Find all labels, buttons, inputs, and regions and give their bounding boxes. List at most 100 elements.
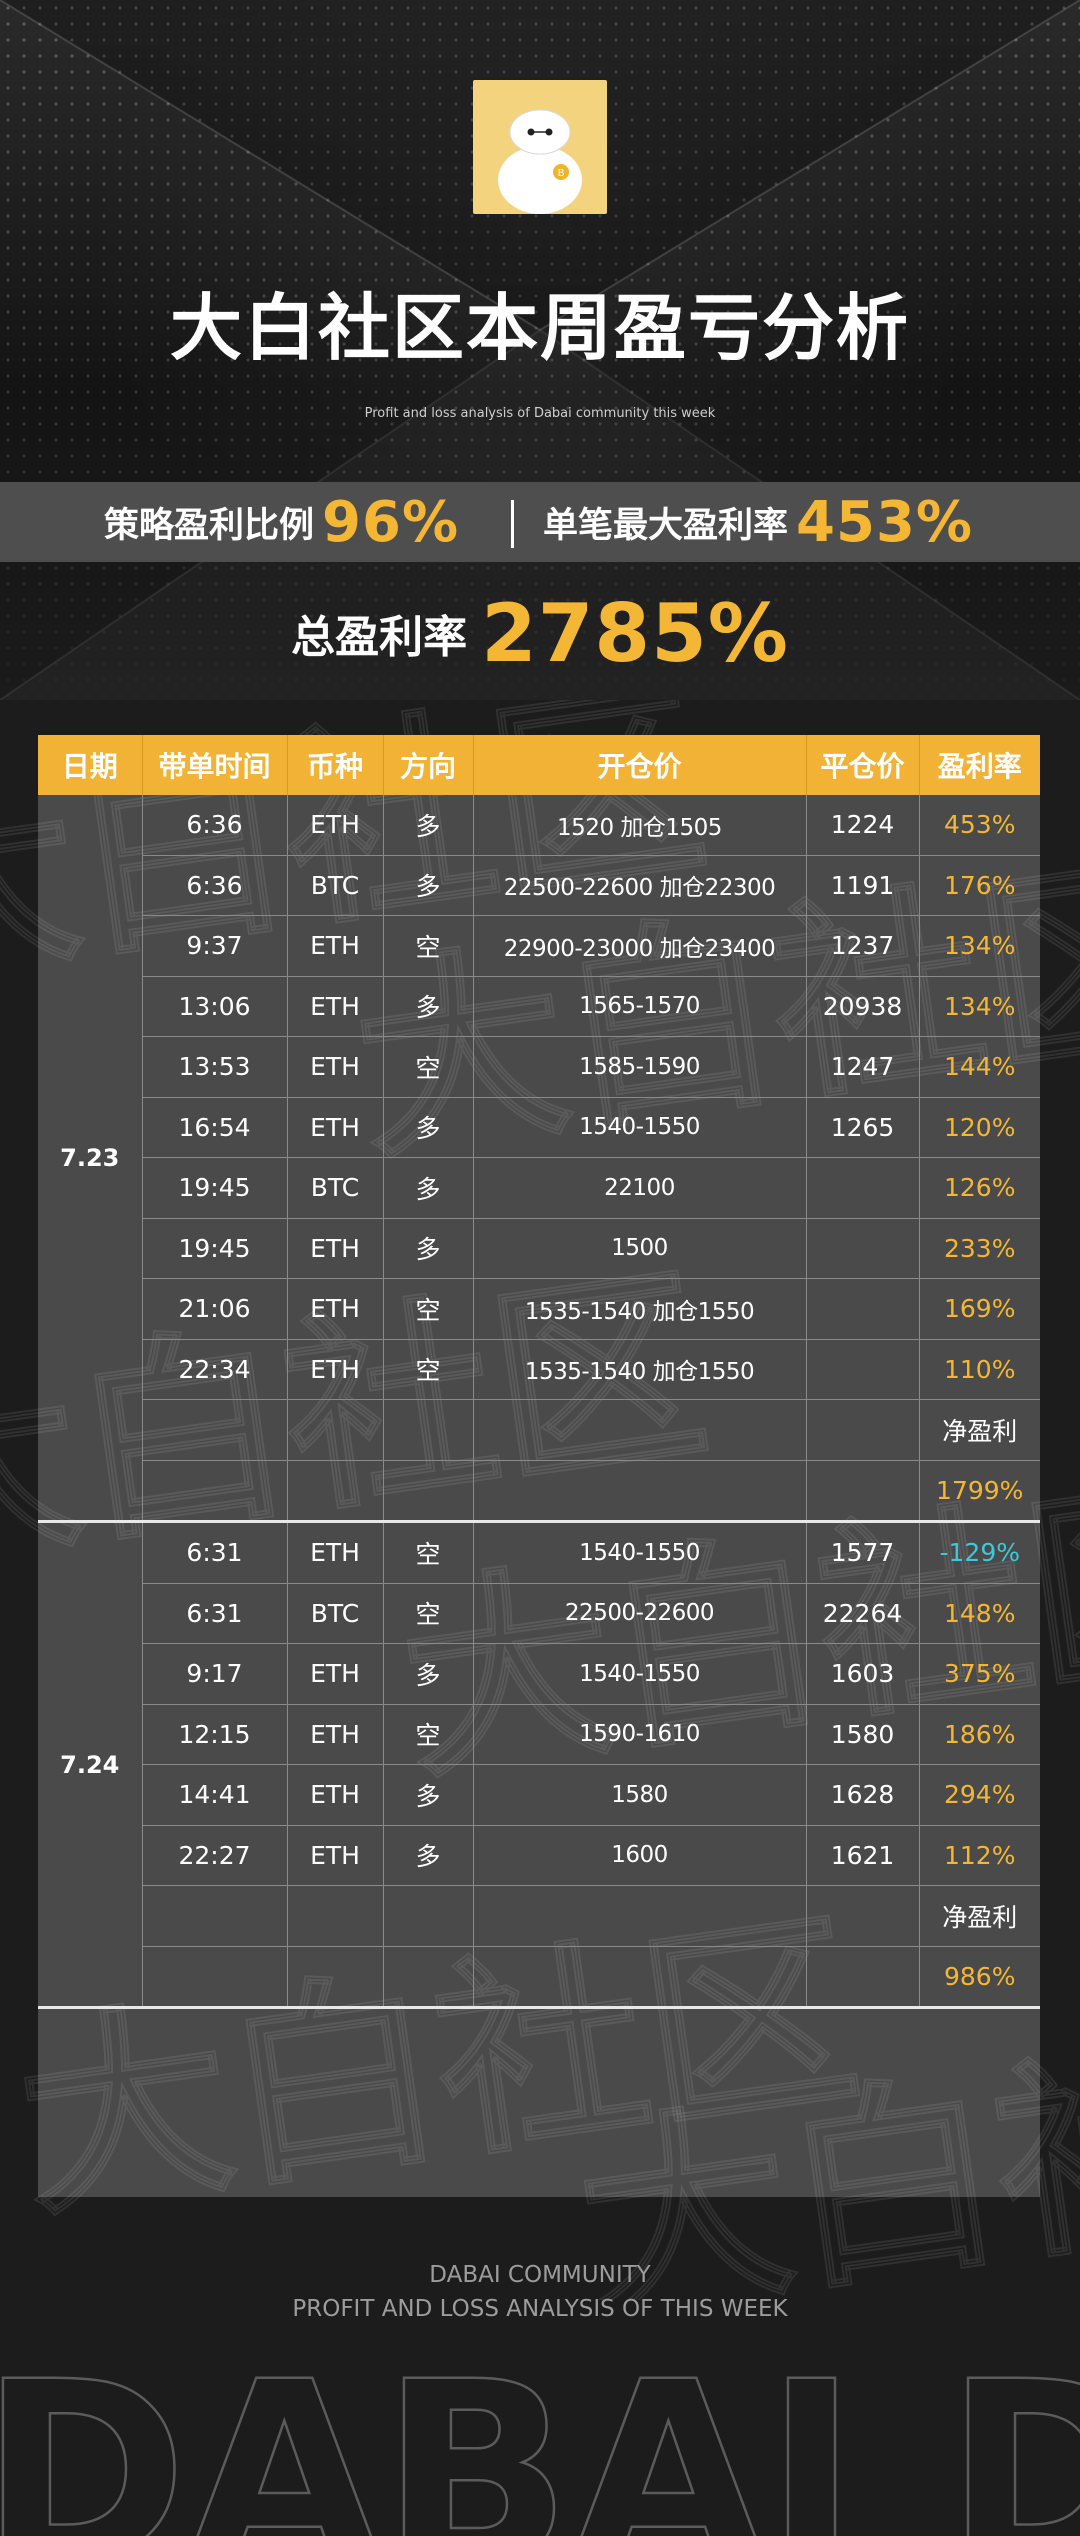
svg-text:DABAI DABAI: DABAI DABAI xyxy=(0,2360,1080,2536)
header-open-price: 开仓价 xyxy=(473,735,807,795)
direction-cell: 空 xyxy=(383,1583,474,1644)
time-cell: 6:36 xyxy=(142,795,288,856)
open-price-cell: 22900-23000 加仓23400 xyxy=(473,915,807,977)
time-cell: 13:06 xyxy=(142,976,288,1037)
rate-cell: 233% xyxy=(919,1218,1040,1279)
pnl-table: 日期 带单时间 币种 方向 开仓价 平仓价 盈利率 7.23 6:36 ETH … xyxy=(38,735,1040,2009)
dabai-mascot-logo: B xyxy=(473,80,607,214)
time-cell: 14:41 xyxy=(142,1764,288,1826)
coin-cell: ETH xyxy=(287,915,384,977)
total-label: 总盈利率 xyxy=(291,612,468,663)
close-price-cell: 1224 xyxy=(806,795,920,856)
date-cell: 7.23 xyxy=(38,795,143,1523)
header-rate: 盈利率 xyxy=(919,735,1040,795)
open-price-cell: 1535-1540 加仓1550 xyxy=(473,1278,807,1340)
time-cell: 9:17 xyxy=(142,1643,288,1705)
open-price-cell: 22500-22600 xyxy=(473,1583,807,1644)
table-row: 9:37 ETH 空 22900-23000 加仓23400 1237 134% xyxy=(38,915,1040,977)
close-price-cell: 20938 xyxy=(806,976,920,1037)
close-price-cell xyxy=(806,1218,920,1279)
header-direction: 方向 xyxy=(383,735,474,795)
open-price-cell: 1580 xyxy=(473,1764,807,1826)
coin-cell: ETH xyxy=(287,795,384,856)
stats-band xyxy=(0,482,1080,562)
rate-cell: -129% xyxy=(919,1521,1040,1584)
open-price-cell: 1590-1610 xyxy=(473,1704,807,1765)
direction-cell: 多 xyxy=(383,976,474,1037)
coin-cell: ETH xyxy=(287,1218,384,1279)
direction-cell: 空 xyxy=(383,1036,474,1098)
coin-cell: BTC xyxy=(287,1157,384,1219)
direction-cell: 多 xyxy=(383,795,474,856)
rate-cell: 176% xyxy=(919,855,1040,916)
table-row: 21:06 ETH 空 1535-1540 加仓1550 169% xyxy=(38,1278,1040,1340)
time-cell: 9:37 xyxy=(142,915,288,977)
brand-outline-text: DABAI DABAI xyxy=(0,2360,1080,2536)
max-value: 453% xyxy=(796,489,974,555)
close-price-cell: 1628 xyxy=(806,1764,920,1826)
close-price-cell: 1237 xyxy=(806,915,920,977)
close-price-cell xyxy=(806,1157,920,1219)
stats-divider xyxy=(511,500,514,548)
page-subtitle: Profit and loss analysis of Dabai commun… xyxy=(364,406,716,421)
net-profit-label: 净盈利 xyxy=(919,1885,1040,1947)
rate-cell: 110% xyxy=(919,1339,1040,1400)
table-row: 13:06 ETH 多 1565-1570 20938 134% xyxy=(38,976,1040,1037)
footer-tagline: PROFIT AND LOSS ANALYSIS OF THIS WEEK xyxy=(292,2296,788,2322)
open-price-cell: 1585-1590 xyxy=(473,1036,807,1098)
max-stat: 单笔最大盈利率 453% xyxy=(543,482,973,562)
coin-cell: ETH xyxy=(287,976,384,1037)
open-price-cell: 22100 xyxy=(473,1157,807,1219)
table-row: 6:31 BTC 空 22500-22600 22264 148% xyxy=(38,1583,1040,1644)
svg-text:B: B xyxy=(558,168,565,179)
table-row: 22:27 ETH 多 1600 1621 112% xyxy=(38,1825,1040,1886)
open-price-cell: 1600 xyxy=(473,1825,807,1886)
coin-cell: ETH xyxy=(287,1825,384,1886)
total-stat: 总盈利率 2785% xyxy=(0,586,1080,680)
table-header-row: 日期 带单时间 币种 方向 开仓价 平仓价 盈利率 xyxy=(38,735,1040,795)
open-price-cell: 1500 xyxy=(473,1218,807,1279)
table-row: 6:36 BTC 多 22500-22600 加仓22300 1191 176% xyxy=(38,855,1040,916)
coin-cell: BTC xyxy=(287,855,384,916)
close-price-cell: 1580 xyxy=(806,1704,920,1765)
net-profit-label: 净盈利 xyxy=(919,1399,1040,1461)
coin-cell: ETH xyxy=(287,1521,384,1584)
close-price-cell: 1621 xyxy=(806,1825,920,1886)
table-row: 13:53 ETH 空 1585-1590 1247 144% xyxy=(38,1036,1040,1098)
open-price-cell: 1520 加仓1505 xyxy=(473,795,807,856)
direction-cell: 空 xyxy=(383,1339,474,1400)
time-cell: 16:54 xyxy=(142,1097,288,1158)
strategy-stat: 策略盈利比例 96% xyxy=(104,482,459,562)
table-row: 19:45 ETH 多 1500 233% xyxy=(38,1218,1040,1279)
net-profit-value: 1799% xyxy=(919,1460,1040,1523)
total-value: 2785% xyxy=(481,586,789,680)
coin-cell: ETH xyxy=(287,1097,384,1158)
close-price-cell xyxy=(806,1339,920,1400)
direction-cell: 空 xyxy=(383,1278,474,1340)
direction-cell: 多 xyxy=(383,855,474,916)
footer-brand-line: DABAI COMMUNITY xyxy=(429,2262,651,2288)
open-price-cell: 1535-1540 加仓1550 xyxy=(473,1339,807,1400)
open-price-cell: 1540-1550 xyxy=(473,1643,807,1705)
time-cell: 19:45 xyxy=(142,1218,288,1279)
open-price-cell: 1565-1570 xyxy=(473,976,807,1037)
header-coin: 币种 xyxy=(287,735,384,795)
rate-cell: 144% xyxy=(919,1036,1040,1098)
page-title: 大白社区本周盈亏分析 xyxy=(169,286,910,370)
net-label-row: 净盈利 xyxy=(38,1399,1040,1461)
direction-cell: 多 xyxy=(383,1157,474,1219)
net-profit-value: 986% xyxy=(919,1946,1040,2009)
direction-cell: 空 xyxy=(383,1521,474,1584)
table-row: 7.24 6:31 ETH 空 1540-1550 1577 -129% xyxy=(38,1521,1040,2009)
net-value-row: 1799% xyxy=(38,1460,1040,1523)
table-row: 22:34 ETH 空 1535-1540 加仓1550 110% xyxy=(38,1339,1040,1400)
open-price-cell: 1540-1550 xyxy=(473,1521,807,1584)
header-date: 日期 xyxy=(38,735,143,795)
open-price-cell: 1540-1550 xyxy=(473,1097,807,1158)
strategy-value: 96% xyxy=(322,489,460,555)
coin-cell: ETH xyxy=(287,1643,384,1705)
close-price-cell: 1265 xyxy=(806,1097,920,1158)
close-price-cell: 1191 xyxy=(806,855,920,916)
direction-cell: 多 xyxy=(383,1825,474,1886)
coin-cell: ETH xyxy=(287,1339,384,1400)
